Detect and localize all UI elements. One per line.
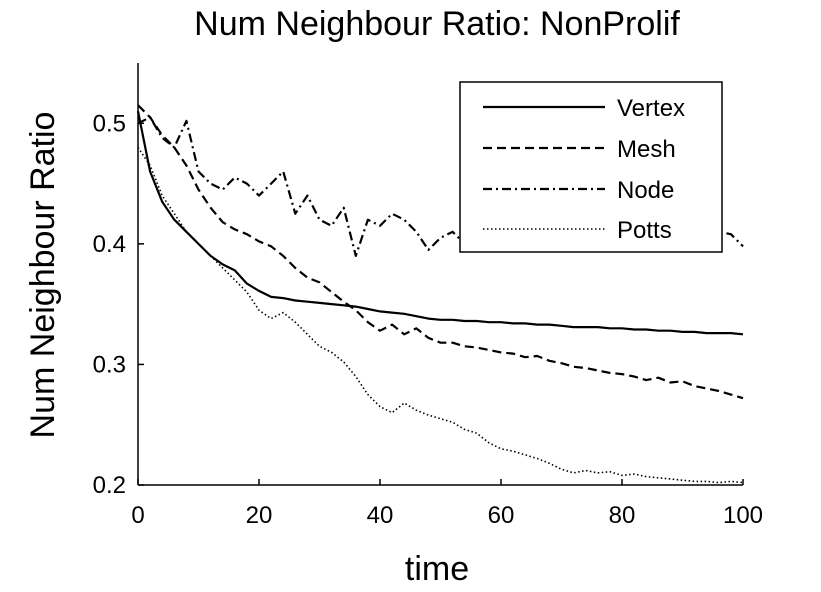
x-ticks: 0 20 40 60 80 100 [131, 479, 763, 529]
x-axis-label: time [405, 550, 469, 588]
series-line-vertex [136, 110, 744, 336]
x-tick-label: 80 [609, 502, 636, 529]
legend: Vertex Mesh Node Potts [459, 81, 723, 253]
y-tick-label: 0.2 [93, 472, 126, 499]
y-tick-label: 0.5 [93, 110, 126, 137]
x-tick-label: 40 [367, 502, 394, 529]
series-line-mesh [137, 104, 744, 400]
series-layer [136, 104, 744, 484]
x-tick-label: 0 [131, 502, 144, 529]
x-tick-label: 60 [488, 502, 515, 529]
x-tick-label: 100 [723, 502, 763, 529]
y-ticks: 0.2 0.3 0.4 0.5 [93, 110, 144, 499]
y-tick-label: 0.4 [93, 231, 126, 258]
legend-box [459, 81, 723, 253]
legend-label-vertex: Vertex [617, 95, 685, 122]
legend-label-node: Node [617, 177, 674, 204]
x-tick-label: 20 [246, 502, 273, 529]
axes [137, 63, 743, 486]
chart-title: Num Neighbour Ratio: NonProlif [194, 5, 680, 43]
series-line-potts [137, 146, 744, 484]
legend-label-potts: Potts [617, 217, 672, 244]
y-tick-label: 0.3 [93, 351, 126, 378]
y-axis-label: Num Neighbour Ratio [24, 112, 62, 439]
legend-label-mesh: Mesh [617, 136, 676, 163]
